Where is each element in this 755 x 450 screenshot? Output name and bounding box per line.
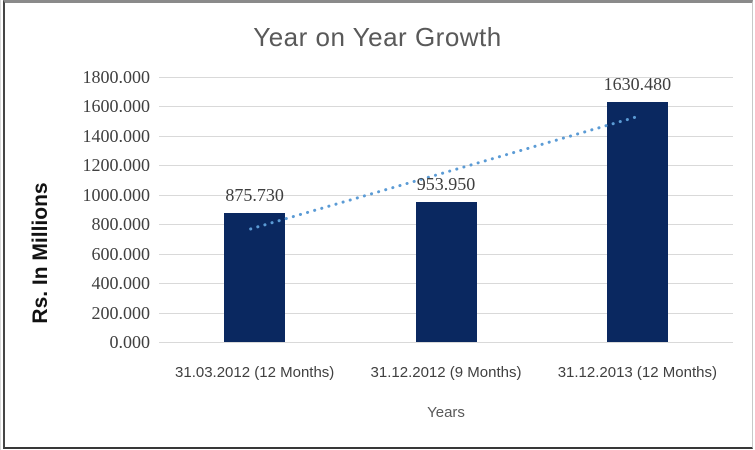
chart-outer-border-line: [0, 0, 1, 450]
y-axis-tick-label: 1600.000: [82, 96, 151, 117]
y-axis-tick-label: 0.000: [109, 332, 151, 352]
bar-data-label: 875.730: [225, 185, 284, 206]
bar: [606, 101, 668, 342]
y-axis-tick-label: 1000.000: [82, 184, 151, 205]
gridline: [159, 106, 733, 108]
bar: [415, 201, 477, 342]
bar-data-label: 1630.480: [603, 73, 672, 94]
chart-title: Year on Year Growth: [253, 22, 502, 52]
y-axis-tick-label: 600.000: [91, 243, 151, 264]
bar: [224, 213, 286, 342]
gridline: [159, 77, 733, 78]
y-axis-tick-label: 200.000: [91, 302, 151, 323]
x-axis-category-label: 31.03.2012 (12 Months): [175, 364, 335, 381]
x-axis-title: Years: [427, 404, 465, 421]
x-axis-category-label: 31.12.2012 (9 Months): [370, 364, 522, 381]
gridline: [159, 135, 733, 137]
gridline: [159, 342, 733, 343]
y-axis-tick-label: 800.000: [91, 214, 151, 235]
y-axis-tick-label: 1200.000: [82, 155, 151, 176]
plot-area: 875.730 953.950 1630.480: [159, 74, 733, 343]
gridline: [159, 165, 733, 167]
trendline-dotted-line: [249, 115, 639, 231]
bar-data-label: 953.950: [416, 173, 476, 194]
y-axis-tick-label: 1400.000: [82, 125, 151, 146]
x-axis-category-label: 31.12.2013 (12 Months): [557, 364, 717, 381]
gridline: [159, 194, 733, 196]
y-axis-tick-label: 1800.000: [82, 67, 151, 87]
trendline: [249, 115, 639, 231]
y-axis-tick-label: 400.000: [91, 273, 151, 294]
